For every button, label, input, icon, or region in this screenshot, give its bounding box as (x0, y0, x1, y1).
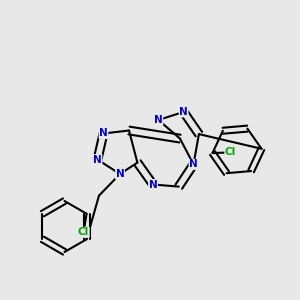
Text: N: N (189, 159, 198, 170)
Text: N: N (99, 128, 108, 139)
Text: N: N (154, 115, 163, 125)
Text: N: N (179, 107, 188, 117)
Text: Cl: Cl (78, 227, 89, 237)
Text: Cl: Cl (225, 147, 236, 158)
Text: N: N (116, 169, 124, 179)
Text: N: N (148, 179, 158, 190)
Text: N: N (93, 154, 102, 165)
